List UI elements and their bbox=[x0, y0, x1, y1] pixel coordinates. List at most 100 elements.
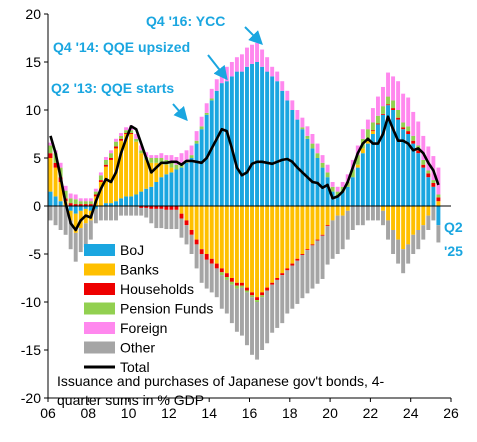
bar-other bbox=[134, 206, 139, 216]
bar-banks bbox=[199, 206, 204, 250]
bar-pension-funds bbox=[103, 159, 108, 165]
bar-banks bbox=[139, 153, 144, 192]
bar-households bbox=[214, 263, 219, 269]
bar-pension-funds bbox=[350, 169, 355, 178]
bar-foreign bbox=[255, 42, 260, 62]
bar-banks bbox=[169, 167, 174, 173]
bar-foreign bbox=[119, 133, 124, 136]
bar-boj bbox=[88, 206, 93, 211]
bar-other bbox=[250, 297, 254, 355]
bar-banks bbox=[119, 140, 124, 199]
bar-banks bbox=[53, 167, 58, 197]
bar-foreign bbox=[370, 108, 375, 123]
bar-boj bbox=[305, 138, 310, 206]
bar-foreign bbox=[58, 162, 63, 168]
bar-boj bbox=[300, 129, 305, 206]
bar-households bbox=[179, 213, 184, 219]
bar-households bbox=[78, 204, 83, 206]
bar-pension-funds bbox=[391, 100, 396, 109]
y-tick-label: -10 bbox=[21, 294, 41, 310]
bar-pension-funds bbox=[124, 130, 129, 134]
bar-boj bbox=[345, 186, 350, 206]
bar-other bbox=[375, 206, 380, 221]
bar-foreign bbox=[340, 182, 345, 187]
bar-other bbox=[103, 206, 108, 221]
bar-foreign bbox=[68, 193, 73, 199]
bar-banks bbox=[255, 206, 260, 298]
bar-households bbox=[255, 297, 260, 301]
bar-other bbox=[355, 206, 360, 226]
annotation-q2-25-line-2: '25 bbox=[444, 243, 463, 259]
bar-foreign bbox=[139, 145, 144, 151]
bar-pension-funds bbox=[335, 191, 340, 197]
bar-pension-funds bbox=[310, 143, 315, 149]
bar-pension-funds bbox=[401, 122, 406, 128]
bar-foreign bbox=[280, 81, 285, 91]
bar-foreign bbox=[335, 186, 340, 192]
bar-other bbox=[239, 287, 244, 336]
bar-households bbox=[310, 244, 315, 246]
bar-other bbox=[270, 284, 275, 333]
bar-boj bbox=[396, 119, 401, 206]
bar-banks bbox=[381, 206, 385, 211]
bar-other bbox=[295, 260, 300, 304]
bar-pension-funds bbox=[169, 162, 174, 168]
bar-households bbox=[234, 282, 239, 286]
legend-label-banks: Banks bbox=[120, 262, 159, 278]
bar-other bbox=[330, 220, 335, 259]
bar-boj bbox=[48, 191, 53, 206]
bar-banks bbox=[229, 206, 234, 278]
bar-other bbox=[229, 284, 234, 324]
bar-other bbox=[109, 206, 113, 221]
bar-foreign bbox=[325, 164, 330, 173]
bar-banks bbox=[285, 206, 290, 269]
bar-other bbox=[119, 206, 124, 216]
bar-foreign bbox=[290, 100, 295, 110]
legend-label-pension-funds: Pension Funds bbox=[120, 301, 213, 317]
bar-households bbox=[391, 108, 396, 110]
bar-other bbox=[159, 208, 164, 229]
bar-households bbox=[93, 194, 98, 197]
bar-banks bbox=[436, 201, 441, 206]
bar-pension-funds bbox=[189, 155, 194, 158]
bar-pension-funds bbox=[325, 172, 330, 178]
bar-other bbox=[144, 207, 149, 218]
bar-pension-funds bbox=[119, 135, 124, 139]
bar-households bbox=[149, 206, 154, 209]
bar-other bbox=[386, 220, 390, 240]
bar-households bbox=[315, 239, 320, 241]
bar-pension-funds bbox=[88, 201, 93, 205]
bar-foreign bbox=[73, 194, 78, 200]
bar-foreign bbox=[285, 90, 290, 101]
bar-households bbox=[270, 282, 275, 285]
bar-banks bbox=[295, 206, 300, 259]
bar-pension-funds bbox=[174, 164, 179, 170]
bar-banks bbox=[421, 206, 426, 226]
bar-other bbox=[436, 225, 441, 243]
bar-other bbox=[305, 250, 310, 294]
bar-other bbox=[124, 206, 129, 216]
bar-boj bbox=[209, 100, 214, 206]
bar-banks bbox=[270, 206, 275, 283]
bar-households bbox=[124, 133, 129, 134]
bar-banks bbox=[103, 166, 108, 204]
legend-swatch-pension-funds bbox=[84, 302, 115, 315]
bar-pension-funds bbox=[139, 150, 144, 154]
bar-households bbox=[406, 131, 411, 134]
bar-boj bbox=[290, 110, 295, 206]
legend-swatch-households bbox=[84, 283, 115, 295]
bar-pension-funds bbox=[406, 126, 411, 132]
bar-boj bbox=[386, 105, 390, 206]
bar-other bbox=[139, 207, 144, 216]
bar-banks bbox=[290, 206, 295, 264]
bar-foreign bbox=[421, 135, 426, 160]
bar-banks bbox=[411, 206, 416, 235]
bar-boj bbox=[255, 62, 260, 206]
bar-foreign bbox=[381, 86, 385, 107]
bar-pension-funds bbox=[234, 285, 239, 289]
bar-boj bbox=[280, 90, 285, 206]
bar-pension-funds bbox=[68, 198, 73, 204]
bar-foreign bbox=[239, 54, 244, 72]
bar-banks bbox=[370, 131, 375, 134]
bar-other bbox=[275, 279, 280, 328]
